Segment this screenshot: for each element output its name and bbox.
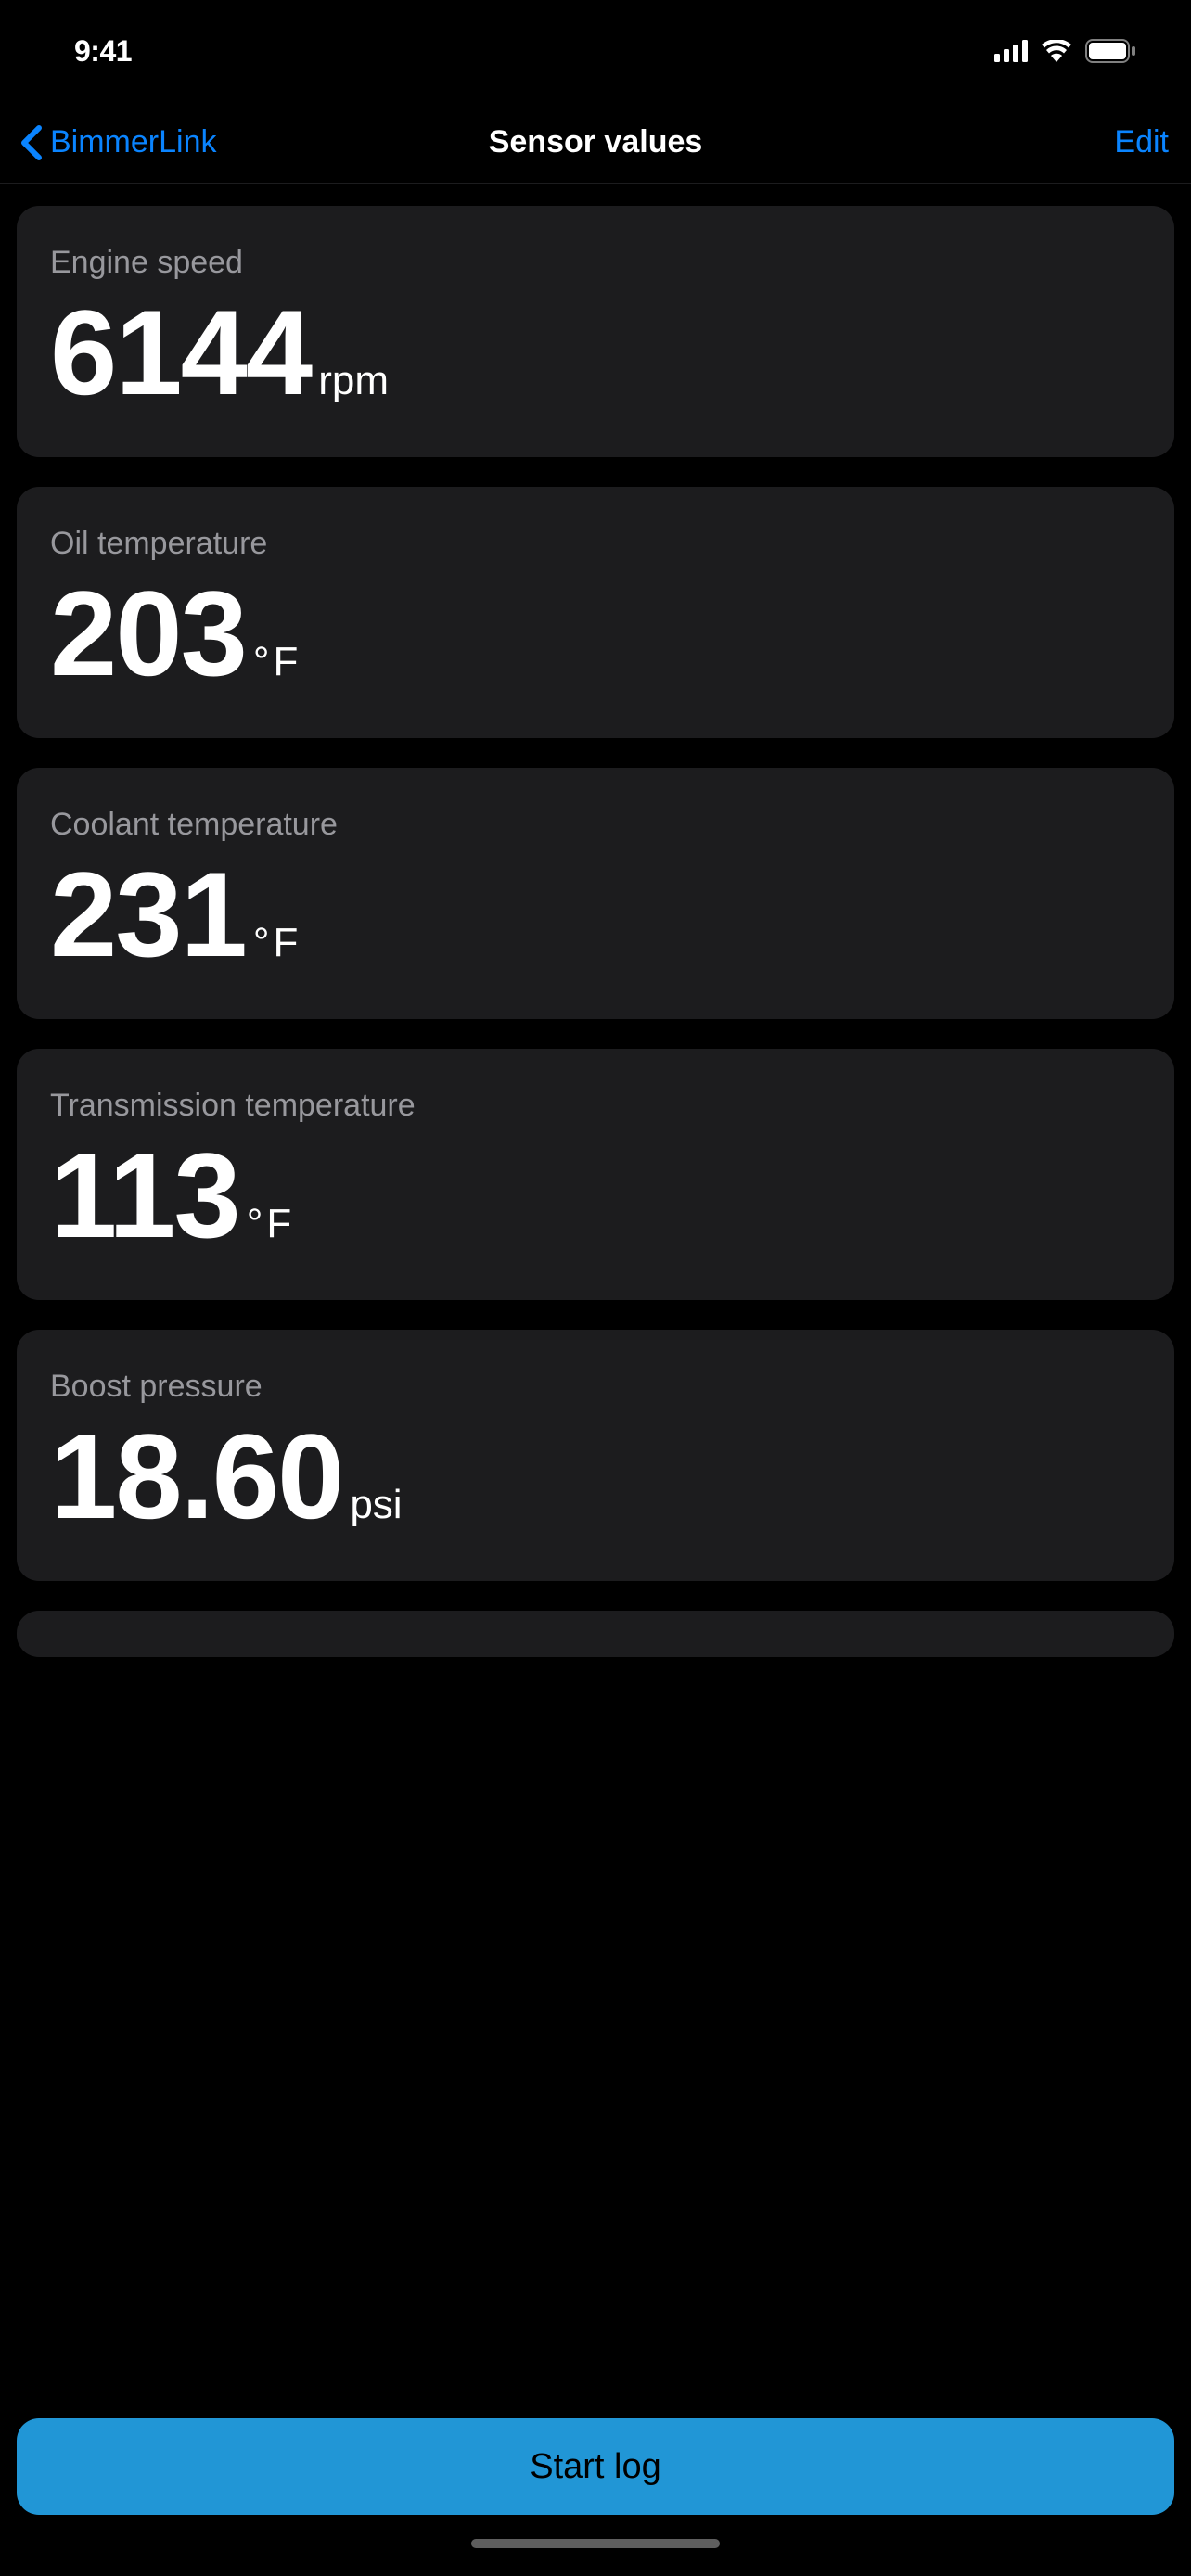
sensor-value: 203 [50,573,246,694]
cellular-icon [994,40,1028,62]
battery-icon [1085,39,1135,63]
bottom-bar: Start log [0,2418,1191,2576]
sensor-value-row: 203 F [50,573,1141,694]
sensor-card-partial[interactable] [17,1611,1174,1657]
sensor-unit: F [253,639,299,685]
status-time: 9:41 [74,34,132,69]
sensor-value: 6144 [50,292,311,413]
back-button[interactable]: BimmerLink [19,124,216,161]
sensor-card[interactable]: Engine speed 6144 rpm [17,206,1174,457]
nav-bar: BimmerLink Sensor values Edit [0,102,1191,184]
sensor-unit: F [247,1201,292,1247]
sensor-label: Engine speed [50,245,1141,281]
chevron-left-icon [19,124,43,161]
status-bar: 9:41 [0,0,1191,102]
sensor-unit: psi [350,1482,402,1528]
sensor-label: Oil temperature [50,526,1141,562]
back-label: BimmerLink [50,124,216,160]
wifi-icon [1041,40,1072,62]
sensor-value-row: 113 F [50,1135,1141,1256]
home-indicator[interactable] [471,2539,720,2548]
sensor-value-row: 18.60 psi [50,1416,1141,1537]
sensor-card[interactable]: Coolant temperature 231 F [17,768,1174,1019]
sensor-unit: F [253,920,299,966]
start-log-label: Start log [530,2447,661,2487]
sensor-value-row: 6144 rpm [50,292,1141,413]
sensor-label: Boost pressure [50,1369,1141,1405]
sensor-card[interactable]: Oil temperature 203 F [17,487,1174,738]
sensor-unit: rpm [318,358,389,404]
sensor-value: 113 [50,1135,239,1256]
sensor-list: Engine speed 6144 rpm Oil temperature 20… [0,184,1191,1657]
start-log-button[interactable]: Start log [17,2418,1174,2515]
sensor-label: Transmission temperature [50,1088,1141,1124]
page-title: Sensor values [489,124,703,160]
edit-button[interactable]: Edit [1114,124,1169,160]
sensor-value-row: 231 F [50,854,1141,975]
sensor-card[interactable]: Transmission temperature 113 F [17,1049,1174,1300]
sensor-value: 18.60 [50,1416,342,1537]
sensor-card[interactable]: Boost pressure 18.60 psi [17,1330,1174,1581]
status-icons [994,39,1135,63]
sensor-label: Coolant temperature [50,807,1141,843]
sensor-value: 231 [50,854,246,975]
